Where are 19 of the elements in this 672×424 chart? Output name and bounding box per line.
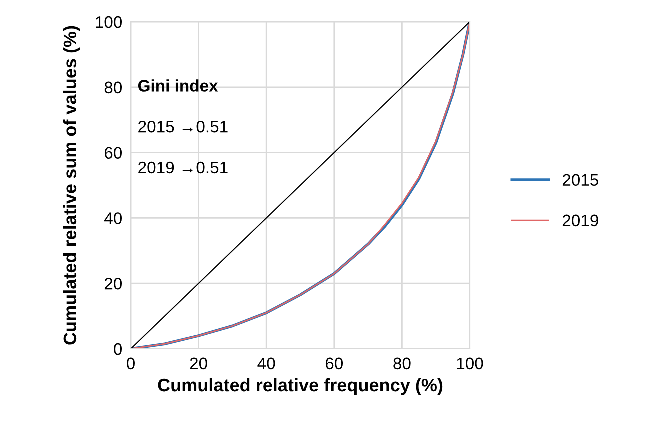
y-tick-label: 0 [114,343,122,356]
y-tick-label: 80 [104,82,122,94]
annotation: Gini index [138,80,218,92]
annotation: 2019 →0.51 [138,162,228,174]
legend-label: 2015 [562,174,598,186]
x-tick-label: 0 [127,358,135,370]
y-tick-label: 40 [104,212,122,224]
x-tick-label: 100 [457,358,484,370]
annotation: 2015 →0.51 [138,120,228,133]
x-tick-label: 40 [258,358,276,370]
y-tick-label: 20 [104,278,122,290]
x-tick-label: 60 [326,358,344,370]
y-tick-label: 100 [96,16,122,28]
y-tick-label: 60 [104,147,122,160]
y-axis-title: Cumulated relative sum of values (%) [63,26,80,345]
x-tick-label: 80 [394,358,411,370]
x-tick-label: 20 [190,358,208,370]
legend-label: 2019 [562,214,598,227]
x-axis-title: Cumulated relative frequency (%) [158,378,443,396]
